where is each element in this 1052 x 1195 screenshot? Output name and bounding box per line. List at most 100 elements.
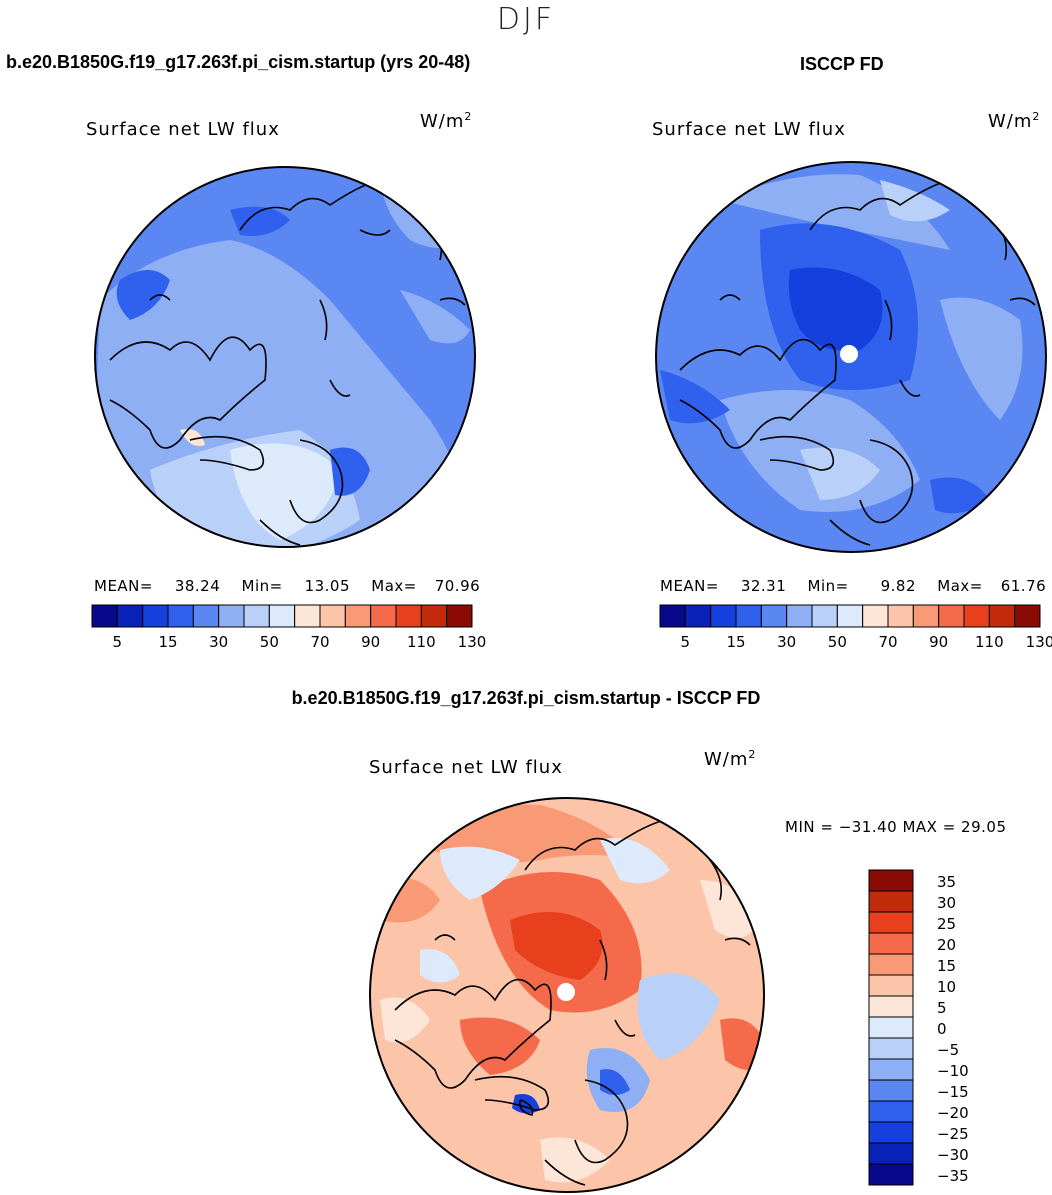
left-colorbar-swatch <box>243 604 270 628</box>
diff-colorbar-tick-label: −15 <box>937 1083 969 1101</box>
right-colorbar-tick-label: 70 <box>878 633 897 651</box>
diff-colorbar-tick-label: 5 <box>937 999 947 1017</box>
diff-colorbar-swatch <box>868 1142 914 1165</box>
season-title: DJF <box>496 2 556 37</box>
right-colorbar-tick-label: 15 <box>726 633 745 651</box>
right-colorbar-swatch <box>912 604 940 628</box>
left-colorbar-tick-label: 50 <box>260 633 279 651</box>
diff-colorbar-tick-label: −25 <box>937 1125 969 1143</box>
right-colorbar-tick-label: 130 <box>1026 633 1052 651</box>
right-colorbar-swatch <box>1014 604 1041 628</box>
left-colorbar-swatch <box>370 604 397 628</box>
diff-colorbar-tick-label: 30 <box>937 894 956 912</box>
left-colorbar-tick-label: 90 <box>361 633 380 651</box>
diff-units: W/m2 <box>704 748 757 770</box>
diff-colorbar-swatch <box>868 995 914 1018</box>
diff-colorbar-tick-label: 0 <box>937 1020 947 1038</box>
right-polar-map <box>655 161 1047 553</box>
diff-colorbar-swatch <box>868 1037 914 1060</box>
left-mean-value: 38.24 <box>174 577 221 595</box>
right-max-value: 61.76 <box>1000 577 1047 595</box>
left-min-value: 13.05 <box>304 577 351 595</box>
right-case-title: ISCCP FD <box>800 54 884 74</box>
right-colorbar-swatch <box>963 604 990 628</box>
right-min-value: 9.82 <box>880 577 917 595</box>
left-colorbar-tick-label: 130 <box>458 633 487 651</box>
right-colorbar-swatch <box>887 604 914 628</box>
diff-colorbar-tick-label: −10 <box>937 1062 969 1080</box>
right-colorbar-swatch <box>811 604 838 628</box>
diff-min-max: MIN = −31.40 MAX = 29.05 <box>785 818 1007 836</box>
left-colorbar-swatch <box>192 604 220 628</box>
left-colorbar-swatch <box>395 604 422 628</box>
left-colorbar-swatch <box>142 604 169 628</box>
diff-colorbar-tick-label: −35 <box>937 1167 969 1185</box>
right-variable-title: Surface net LW flux <box>652 119 846 140</box>
diff-colorbar-swatch <box>868 869 914 892</box>
left-variable-title: Surface net LW flux <box>86 119 280 140</box>
right-units: W/m2 <box>988 110 1041 132</box>
diff-colorbar-swatch <box>868 1121 914 1144</box>
left-max-label: Max= <box>371 577 417 595</box>
diff-colorbar-tick-label: 25 <box>937 915 956 933</box>
right-colorbar-swatch <box>862 604 889 628</box>
right-colorbar-swatch <box>710 604 737 628</box>
diff-case-title: b.e20.B1850G.f19_g17.263f.pi_cism.startu… <box>291 688 761 708</box>
right-max-label: Max= <box>937 577 983 595</box>
diff-colorbar-tick-label: −5 <box>937 1041 959 1059</box>
diff-pole-mask <box>557 983 575 1001</box>
left-colorbar: 5 15 30 50 70 90 110 130 <box>91 604 487 651</box>
right-colorbar-tick-label: 90 <box>929 633 948 651</box>
left-max-value: 70.96 <box>434 577 481 595</box>
right-colorbar-tick-label: 30 <box>777 633 796 651</box>
right-colorbar-tick-label: 50 <box>828 633 847 651</box>
left-colorbar-swatch <box>91 604 118 628</box>
diff-colorbar-tick-label: 20 <box>937 936 956 954</box>
left-colorbar-swatch <box>294 604 321 628</box>
diff-colorbar-swatch <box>868 911 914 934</box>
right-pole-mask <box>840 345 858 363</box>
right-colorbar-swatch <box>735 604 762 628</box>
diff-colorbar-swatch <box>868 1163 914 1186</box>
right-stats: MEAN= 32.31 Min= 9.82 Max= 61.76 <box>660 577 1046 595</box>
left-colorbar-tick-label: 30 <box>209 633 228 651</box>
left-colorbar-swatch <box>268 604 296 628</box>
left-stats: MEAN= 38.24 Min= 13.05 Max= 70.96 <box>94 577 480 595</box>
left-polar-map <box>94 166 476 548</box>
diff-colorbar-tick-label: 35 <box>937 873 956 891</box>
diff-colorbar-swatch <box>868 1079 914 1102</box>
diff-colorbar-swatch <box>868 953 914 976</box>
left-colorbar-tick-label: 70 <box>310 633 329 651</box>
diff-colorbar: 35 30 25 20 15 10 5 0 −5 −10 −15 −20 −25 −30 −35 <box>868 869 969 1186</box>
right-min-label: Min= <box>807 577 849 595</box>
diff-colorbar-swatch <box>868 890 914 913</box>
right-colorbar-swatch <box>938 604 965 628</box>
diff-variable-title: Surface net LW flux <box>369 757 563 778</box>
left-mean-label: MEAN= <box>94 577 153 595</box>
right-colorbar-swatch <box>659 604 686 628</box>
right-colorbar-swatch <box>988 604 1016 628</box>
right-colorbar-tick-label: 110 <box>975 633 1004 651</box>
left-case-title: b.e20.B1850G.f19_g17.263f.pi_cism.startu… <box>6 52 471 72</box>
diff-colorbar-tick-label: −30 <box>937 1146 969 1164</box>
left-colorbar-swatch <box>420 604 448 628</box>
diff-colorbar-swatch <box>868 1100 914 1123</box>
right-colorbar-swatch <box>836 604 864 628</box>
right-colorbar-swatch <box>684 604 712 628</box>
left-colorbar-swatch <box>446 604 473 628</box>
left-colorbar-tick-label: 15 <box>158 633 177 651</box>
left-colorbar-tick-label: 110 <box>407 633 436 651</box>
diff-colorbar-tick-label: −20 <box>937 1104 969 1122</box>
diff-colorbar-swatch <box>868 932 914 955</box>
diff-colorbar-tick-label: 15 <box>937 957 956 975</box>
left-colorbar-tick-label: 5 <box>113 633 123 651</box>
left-colorbar-swatch <box>344 604 372 628</box>
right-colorbar-swatch <box>760 604 788 628</box>
right-mean-label: MEAN= <box>660 577 719 595</box>
diff-colorbar-swatch <box>868 1016 914 1039</box>
right-colorbar-tick-label: 5 <box>681 633 691 651</box>
right-mean-value: 32.31 <box>740 577 787 595</box>
left-colorbar-swatch <box>319 604 346 628</box>
left-units: W/m2 <box>420 110 473 132</box>
